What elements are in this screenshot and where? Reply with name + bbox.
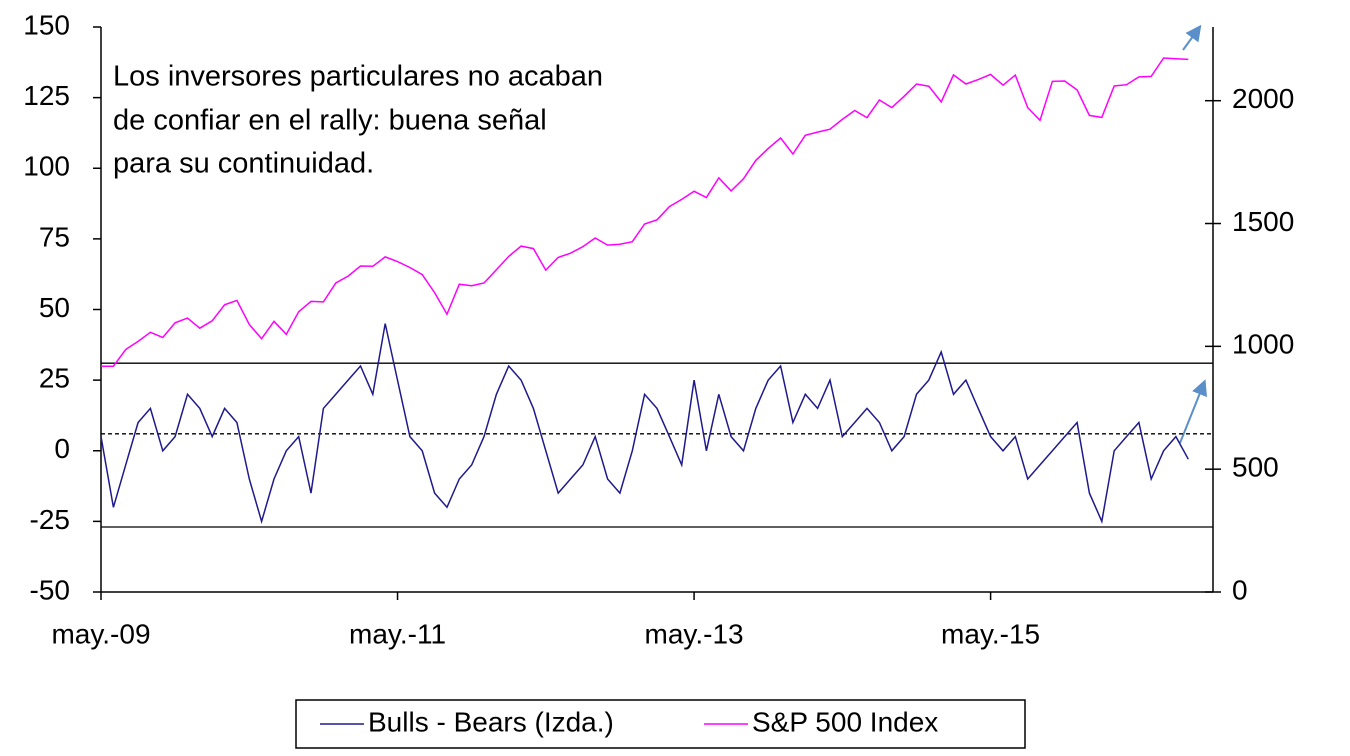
y-tick-label: 25	[39, 363, 70, 394]
x-tick-label: may.-11	[349, 618, 446, 649]
y2-tick-label: 1000	[1232, 329, 1294, 360]
y-tick-label: 150	[23, 9, 70, 40]
arrow	[1182, 24, 1202, 51]
y-tick-label: -25	[30, 504, 70, 535]
series-line	[101, 57, 1189, 367]
y2-tick-label: 2000	[1232, 83, 1294, 114]
y-tick-label: 0	[54, 433, 70, 464]
legend	[295, 699, 1026, 749]
x-tick-label: may.-09	[51, 618, 150, 649]
series-line	[100, 323, 1189, 525]
legend-label: Bulls - Bears (Izda.)	[368, 706, 614, 737]
annotation: para su continuidad.	[113, 148, 374, 180]
y-tick-label: -50	[30, 574, 70, 605]
y-tick-label: 100	[23, 151, 70, 182]
x-tick-label: may.-15	[941, 618, 1040, 649]
annotation: de confiar en el rally: buena señal	[113, 105, 547, 137]
y2-tick-label: 1500	[1232, 206, 1294, 237]
x-tick-label: may.-13	[645, 618, 744, 649]
y2-tick-label: 500	[1232, 452, 1279, 483]
arrow	[1179, 379, 1207, 444]
y-tick-label: 125	[23, 80, 70, 111]
annotation: Los inversores particulares no acaban	[113, 61, 603, 93]
y-tick-label: 50	[39, 292, 70, 323]
legend-label: S&P 500 Index	[752, 706, 938, 737]
y-tick-label: 75	[39, 221, 70, 252]
y2-tick-label: 0	[1232, 574, 1248, 605]
